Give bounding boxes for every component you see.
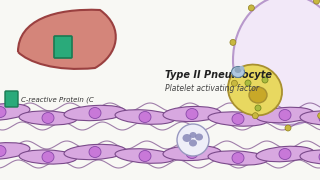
Circle shape xyxy=(248,5,254,11)
Ellipse shape xyxy=(235,67,242,73)
Ellipse shape xyxy=(319,152,320,163)
Ellipse shape xyxy=(279,109,291,120)
FancyBboxPatch shape xyxy=(5,91,18,107)
Circle shape xyxy=(314,0,319,4)
Ellipse shape xyxy=(139,150,151,161)
Ellipse shape xyxy=(208,112,268,126)
Ellipse shape xyxy=(208,151,268,165)
Ellipse shape xyxy=(195,134,203,141)
Ellipse shape xyxy=(42,112,54,123)
Ellipse shape xyxy=(300,111,320,125)
Ellipse shape xyxy=(233,0,320,125)
Ellipse shape xyxy=(300,150,320,164)
Ellipse shape xyxy=(255,105,261,111)
Ellipse shape xyxy=(231,66,244,78)
Ellipse shape xyxy=(89,147,101,158)
Text: C-reactive Protein (C: C-reactive Protein (C xyxy=(21,97,94,103)
Ellipse shape xyxy=(189,132,196,138)
Ellipse shape xyxy=(89,107,101,118)
Ellipse shape xyxy=(64,144,126,160)
Ellipse shape xyxy=(0,104,30,120)
Ellipse shape xyxy=(228,65,282,115)
Circle shape xyxy=(285,125,291,131)
Ellipse shape xyxy=(0,107,6,118)
Ellipse shape xyxy=(240,66,244,70)
Text: Platelet activating factor: Platelet activating factor xyxy=(165,84,259,93)
Ellipse shape xyxy=(189,140,197,147)
Ellipse shape xyxy=(163,106,221,122)
Ellipse shape xyxy=(319,112,320,123)
Ellipse shape xyxy=(249,87,267,103)
Ellipse shape xyxy=(42,152,54,163)
Ellipse shape xyxy=(232,152,244,163)
Ellipse shape xyxy=(115,149,175,163)
Ellipse shape xyxy=(64,105,126,121)
Ellipse shape xyxy=(139,111,151,123)
Ellipse shape xyxy=(182,134,191,142)
Ellipse shape xyxy=(186,109,198,120)
Ellipse shape xyxy=(0,145,6,156)
Ellipse shape xyxy=(0,143,30,159)
Ellipse shape xyxy=(262,77,268,83)
Ellipse shape xyxy=(245,80,251,86)
Circle shape xyxy=(230,39,236,45)
Circle shape xyxy=(252,113,258,119)
Ellipse shape xyxy=(19,111,77,125)
Text: Type II Pneumocyte: Type II Pneumocyte xyxy=(165,70,272,80)
Ellipse shape xyxy=(163,145,221,161)
Ellipse shape xyxy=(115,110,175,124)
Ellipse shape xyxy=(19,150,77,164)
Circle shape xyxy=(177,124,209,156)
Ellipse shape xyxy=(256,107,314,123)
PathPatch shape xyxy=(18,10,116,69)
Circle shape xyxy=(318,113,320,119)
FancyBboxPatch shape xyxy=(54,36,72,58)
Ellipse shape xyxy=(256,146,314,162)
Ellipse shape xyxy=(186,147,198,159)
Circle shape xyxy=(231,80,237,86)
Ellipse shape xyxy=(232,114,244,125)
Ellipse shape xyxy=(279,148,291,159)
